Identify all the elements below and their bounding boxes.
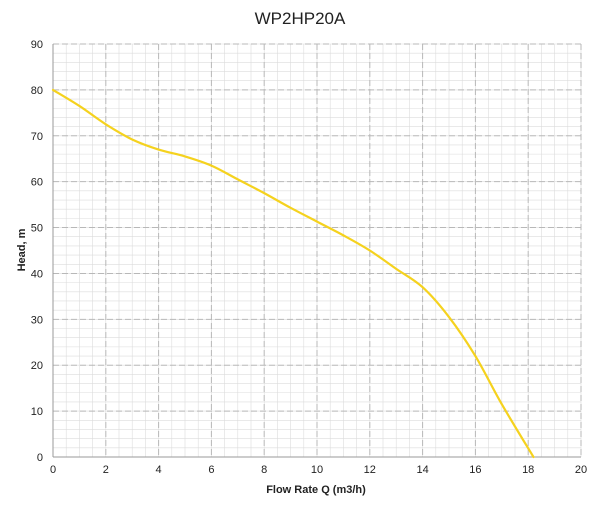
y-tick-label: 50 (31, 223, 43, 235)
x-tick-label: 14 (416, 464, 428, 476)
x-tick-label: 10 (311, 464, 323, 476)
series-group (51, 88, 535, 459)
y-tick-label: 40 (31, 268, 43, 280)
x-tick-label: 4 (156, 464, 162, 476)
x-tick-label: 20 (575, 464, 587, 476)
y-tick-label: 60 (31, 177, 43, 189)
axes (52, 44, 581, 458)
y-tick-label: 30 (31, 314, 43, 326)
chart-title: WP2HP20A (255, 9, 346, 28)
y-tick-label: 90 (31, 39, 43, 51)
y-tick-label: 80 (31, 85, 43, 97)
y-tick-label: 20 (31, 360, 43, 372)
y-tick-label: 70 (31, 131, 43, 143)
x-tick-label: 0 (50, 464, 56, 476)
x-tick-label: 6 (208, 464, 214, 476)
x-tick-label: 2 (103, 464, 109, 476)
y-tick-labels: 0 10 20 30 40 50 60 70 80 90 (31, 39, 43, 464)
x-tick-label: 16 (469, 464, 481, 476)
pump-curve-line (51, 88, 535, 459)
y-tick-label: 0 (37, 452, 43, 464)
x-axis-label: Flow Rate Q (m3/h) (266, 484, 366, 496)
y-axis-label: Head, m (16, 228, 28, 271)
x-tick-label: 18 (522, 464, 534, 476)
x-tick-label: 8 (261, 464, 267, 476)
x-tick-label: 12 (364, 464, 376, 476)
y-tick-label: 10 (31, 406, 43, 418)
x-tick-labels: 0 2 4 6 8 10 12 14 16 18 20 (50, 464, 587, 476)
